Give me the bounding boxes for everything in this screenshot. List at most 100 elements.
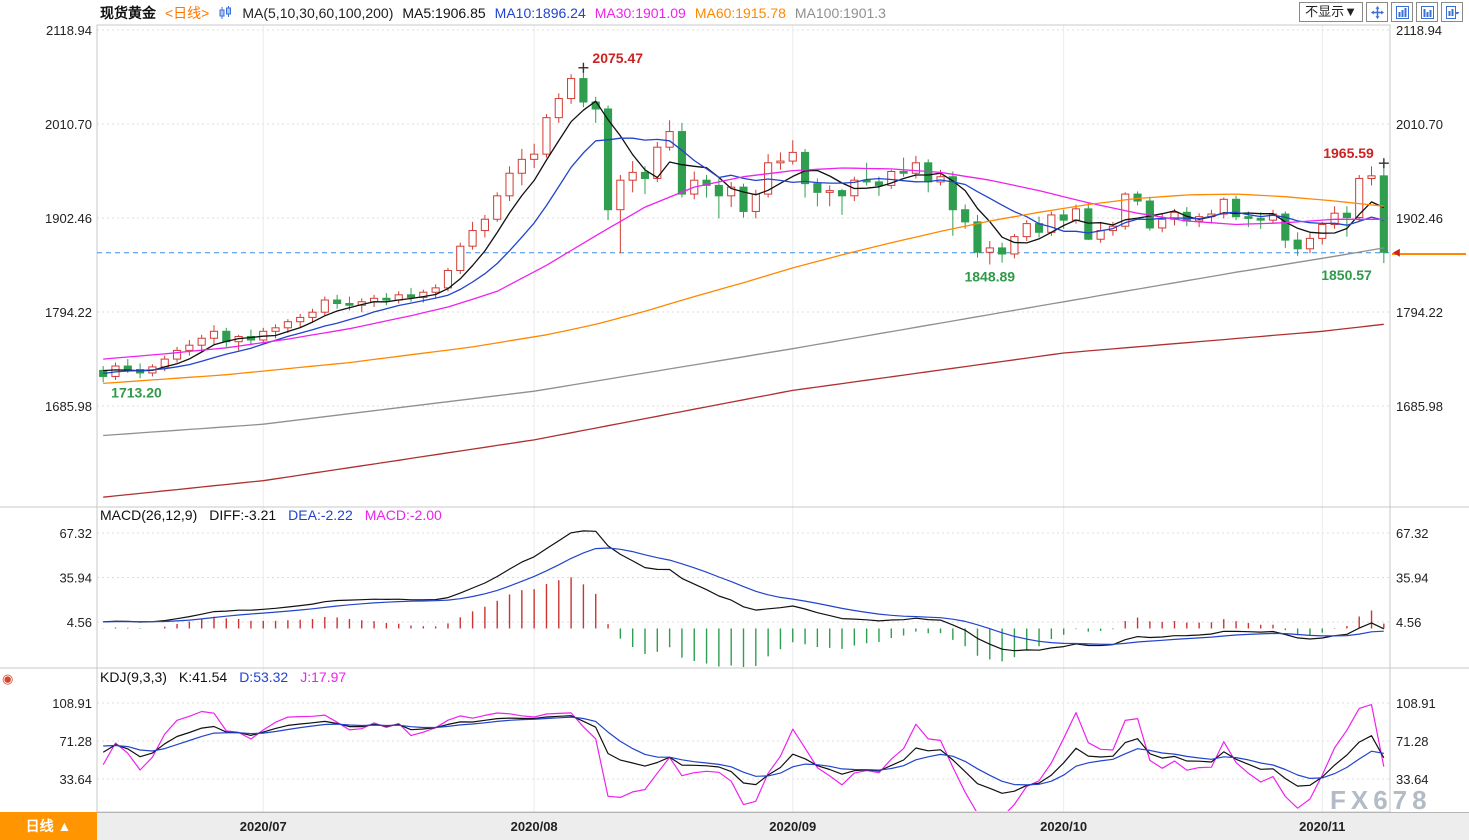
candle	[776, 160, 785, 164]
ma60-value: MA60:1915.78	[694, 5, 786, 21]
candle	[1084, 208, 1093, 240]
candle	[1342, 212, 1351, 219]
candle	[468, 230, 477, 247]
axis-label: 108.91	[52, 696, 92, 711]
ma-line-ma60	[103, 193, 1384, 385]
candle	[961, 209, 970, 223]
axis-label: 67.32	[1396, 526, 1429, 541]
move-icon	[1370, 5, 1384, 19]
candle	[172, 349, 182, 360]
candle	[665, 131, 674, 148]
indicator-marker-icon[interactable]: ◉	[2, 671, 14, 686]
candle	[333, 299, 342, 305]
ma-line-ma100	[103, 247, 1384, 437]
candle	[739, 186, 748, 212]
watermark: FX678	[1330, 785, 1432, 815]
candle	[924, 162, 933, 183]
price-annotation: 2075.47	[592, 50, 643, 66]
axis-label: 33.64	[1396, 772, 1429, 787]
candle	[542, 117, 551, 155]
single-chart-button[interactable]	[1416, 2, 1438, 22]
candle	[727, 186, 736, 197]
axis-label: 1685.98	[1396, 399, 1443, 414]
price-annotation: 1850.57	[1321, 267, 1372, 283]
macd-dea-line	[103, 547, 1384, 645]
axis-label: 2010.70	[45, 117, 92, 132]
axis-label: 2010.70	[1396, 117, 1443, 132]
price-annotation: 1965.59	[1323, 145, 1374, 161]
grid-chart-icon	[1395, 5, 1409, 19]
axis-label: 4.56	[1396, 615, 1421, 630]
candle	[702, 179, 711, 186]
candle	[222, 330, 231, 343]
price-annotation: 1848.89	[964, 269, 1015, 285]
candle	[1379, 175, 1388, 253]
candle	[603, 108, 613, 211]
candle	[1355, 177, 1364, 219]
candle	[628, 171, 637, 181]
candle	[640, 171, 650, 179]
candle	[517, 158, 526, 174]
chart-arrow-icon	[1445, 5, 1459, 19]
candle	[296, 316, 305, 323]
candle	[1293, 239, 1302, 250]
ma100-value: MA100:1901.3	[794, 5, 886, 21]
chart-base-layer: 2118.94 2118.94 2010.70 2010.70 1902.46 1902.…	[0, 23, 1469, 840]
candle	[998, 247, 1007, 255]
axis-label: 1794.22	[1396, 305, 1443, 320]
chart-toolbar: 不显示▼	[1299, 2, 1463, 22]
axis-label: 71.28	[59, 734, 92, 749]
chart-header: 现货黄金 <日线> MA(5,10,30,60,100,200) MA5:190…	[100, 3, 886, 23]
candle	[1281, 213, 1290, 241]
period-tab-daily[interactable]: 日线 ▲	[0, 812, 97, 840]
axis-label: 2020/09	[769, 819, 816, 834]
kdj-legend: KDJ(9,3,3) K:41.54 D:53.32 J:17.97	[100, 669, 346, 685]
candle	[345, 303, 354, 306]
axis-label: 2020/08	[511, 819, 558, 834]
axis-label: 1794.22	[45, 305, 92, 320]
candle	[480, 218, 489, 232]
candle	[406, 294, 416, 298]
grid-layout-button[interactable]	[1391, 2, 1413, 22]
candle	[419, 291, 428, 298]
candle	[505, 172, 514, 197]
macd-legend: MACD(26,12,9) DIFF:-3.21 DEA:-2.22 MACD:…	[100, 507, 442, 523]
axis-label: 4.56	[67, 615, 92, 630]
candle	[320, 299, 329, 313]
candle	[1305, 237, 1315, 250]
candle	[443, 270, 453, 289]
candle	[616, 179, 625, 211]
hide-indicator-dropdown[interactable]: 不显示▼	[1299, 2, 1363, 22]
candle	[530, 153, 539, 160]
candle	[209, 330, 219, 339]
kdj-d-value: D:53.32	[239, 669, 289, 685]
kdj-j-line	[102, 703, 1385, 811]
date-axis-strip	[0, 813, 1469, 840]
kdj-j-value: J:17.97	[300, 669, 347, 685]
pan-tool-button[interactable]	[1366, 2, 1388, 22]
axis-label: 108.91	[1396, 696, 1436, 711]
candle	[271, 327, 280, 332]
candle	[653, 146, 662, 179]
candle	[1059, 214, 1068, 221]
candle	[862, 179, 871, 183]
macd-macd-value: MACD:-2.00	[364, 507, 442, 523]
kdj-panel	[102, 703, 1385, 811]
axis-label: 67.32	[59, 526, 92, 541]
candle	[579, 78, 588, 103]
period-label[interactable]: <日线>	[165, 5, 210, 21]
macd-panel	[102, 530, 1385, 667]
macd-diff-line	[103, 530, 1385, 652]
axis-label: 2020/07	[240, 819, 287, 834]
candle	[185, 344, 194, 351]
candle	[1010, 236, 1019, 255]
ma-line-ma30	[103, 167, 1384, 360]
ma-line-ma200	[103, 323, 1384, 498]
next-chart-button[interactable]	[1441, 2, 1463, 22]
candle	[801, 151, 810, 185]
axis-label: 1685.98	[45, 399, 92, 414]
candle	[554, 98, 563, 119]
axis-label: 2020/10	[1040, 819, 1087, 834]
macd-diff-value: DIFF:-3.21	[209, 507, 277, 523]
